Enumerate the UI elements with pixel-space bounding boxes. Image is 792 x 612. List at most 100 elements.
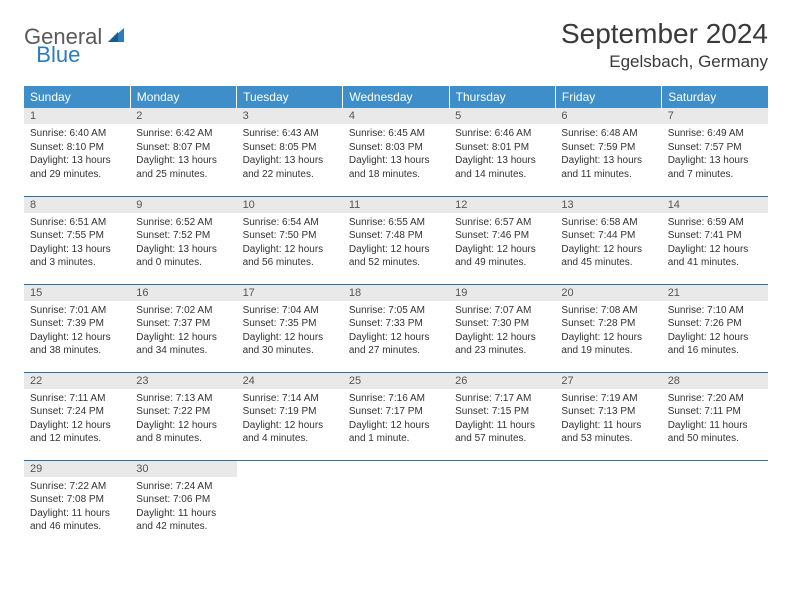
sunrise-line: Sunrise: 7:11 AM [30, 392, 124, 406]
calendar-cell: 19Sunrise: 7:07 AMSunset: 7:30 PMDayligh… [449, 284, 555, 372]
calendar-week-row: 22Sunrise: 7:11 AMSunset: 7:24 PMDayligh… [24, 372, 768, 460]
calendar-cell-empty [555, 460, 661, 548]
day-details: Sunrise: 6:52 AMSunset: 7:52 PMDaylight:… [130, 213, 236, 274]
calendar-cell-empty [662, 460, 768, 548]
header: General Blue September 2024 Egelsbach, G… [24, 18, 768, 72]
day-details: Sunrise: 6:42 AMSunset: 8:07 PMDaylight:… [130, 124, 236, 185]
daylight-line: Daylight: 12 hours and 56 minutes. [243, 243, 337, 270]
daylight-line: Daylight: 13 hours and 11 minutes. [561, 154, 655, 181]
calendar-cell: 30Sunrise: 7:24 AMSunset: 7:06 PMDayligh… [130, 460, 236, 548]
calendar-week-row: 15Sunrise: 7:01 AMSunset: 7:39 PMDayligh… [24, 284, 768, 372]
daylight-line: Daylight: 12 hours and 4 minutes. [243, 419, 337, 446]
calendar-cell-empty [343, 460, 449, 548]
daylight-line: Daylight: 12 hours and 52 minutes. [349, 243, 443, 270]
sunset-line: Sunset: 7:35 PM [243, 317, 337, 331]
calendar-table: Sunday Monday Tuesday Wednesday Thursday… [24, 86, 768, 548]
day-number: 26 [449, 373, 555, 389]
daylight-line: Daylight: 12 hours and 38 minutes. [30, 331, 124, 358]
sunset-line: Sunset: 7:52 PM [136, 229, 230, 243]
calendar-cell-empty [449, 460, 555, 548]
day-details: Sunrise: 7:10 AMSunset: 7:26 PMDaylight:… [662, 301, 768, 362]
calendar-cell: 8Sunrise: 6:51 AMSunset: 7:55 PMDaylight… [24, 196, 130, 284]
day-details: Sunrise: 7:19 AMSunset: 7:13 PMDaylight:… [555, 389, 661, 450]
calendar-cell: 25Sunrise: 7:16 AMSunset: 7:17 PMDayligh… [343, 372, 449, 460]
daylight-line: Daylight: 11 hours and 53 minutes. [561, 419, 655, 446]
day-header-row: Sunday Monday Tuesday Wednesday Thursday… [24, 86, 768, 108]
sunrise-line: Sunrise: 6:54 AM [243, 216, 337, 230]
calendar-cell: 27Sunrise: 7:19 AMSunset: 7:13 PMDayligh… [555, 372, 661, 460]
daylight-line: Daylight: 13 hours and 7 minutes. [668, 154, 762, 181]
day-details: Sunrise: 7:07 AMSunset: 7:30 PMDaylight:… [449, 301, 555, 362]
day-number: 21 [662, 285, 768, 301]
calendar-cell: 17Sunrise: 7:04 AMSunset: 7:35 PMDayligh… [237, 284, 343, 372]
daylight-line: Daylight: 11 hours and 57 minutes. [455, 419, 549, 446]
day-number: 5 [449, 108, 555, 124]
sunrise-line: Sunrise: 7:13 AM [136, 392, 230, 406]
day-number: 6 [555, 108, 661, 124]
day-number: 27 [555, 373, 661, 389]
sunrise-line: Sunrise: 7:16 AM [349, 392, 443, 406]
logo: General Blue [24, 18, 174, 50]
day-details: Sunrise: 6:51 AMSunset: 7:55 PMDaylight:… [24, 213, 130, 274]
calendar-cell: 13Sunrise: 6:58 AMSunset: 7:44 PMDayligh… [555, 196, 661, 284]
daylight-line: Daylight: 12 hours and 1 minute. [349, 419, 443, 446]
calendar-cell: 16Sunrise: 7:02 AMSunset: 7:37 PMDayligh… [130, 284, 236, 372]
sunrise-line: Sunrise: 6:59 AM [668, 216, 762, 230]
day-number: 11 [343, 197, 449, 213]
sunrise-line: Sunrise: 7:19 AM [561, 392, 655, 406]
sunset-line: Sunset: 7:33 PM [349, 317, 443, 331]
daylight-line: Daylight: 13 hours and 29 minutes. [30, 154, 124, 181]
calendar-cell: 5Sunrise: 6:46 AMSunset: 8:01 PMDaylight… [449, 108, 555, 196]
day-details: Sunrise: 7:13 AMSunset: 7:22 PMDaylight:… [130, 389, 236, 450]
sunrise-line: Sunrise: 6:51 AM [30, 216, 124, 230]
sunset-line: Sunset: 7:59 PM [561, 141, 655, 155]
sunrise-line: Sunrise: 7:02 AM [136, 304, 230, 318]
logo-sail-icon [106, 26, 126, 49]
day-details: Sunrise: 7:17 AMSunset: 7:15 PMDaylight:… [449, 389, 555, 450]
day-number: 22 [24, 373, 130, 389]
sunrise-line: Sunrise: 6:42 AM [136, 127, 230, 141]
sunset-line: Sunset: 7:11 PM [668, 405, 762, 419]
calendar-cell: 28Sunrise: 7:20 AMSunset: 7:11 PMDayligh… [662, 372, 768, 460]
day-number: 19 [449, 285, 555, 301]
day-number: 17 [237, 285, 343, 301]
day-header: Thursday [449, 86, 555, 108]
sunrise-line: Sunrise: 7:01 AM [30, 304, 124, 318]
sunrise-line: Sunrise: 7:22 AM [30, 480, 124, 494]
sunset-line: Sunset: 7:17 PM [349, 405, 443, 419]
sunset-line: Sunset: 8:03 PM [349, 141, 443, 155]
day-details: Sunrise: 6:43 AMSunset: 8:05 PMDaylight:… [237, 124, 343, 185]
calendar-cell: 7Sunrise: 6:49 AMSunset: 7:57 PMDaylight… [662, 108, 768, 196]
day-header: Friday [555, 86, 661, 108]
daylight-line: Daylight: 13 hours and 22 minutes. [243, 154, 337, 181]
sunset-line: Sunset: 7:08 PM [30, 493, 124, 507]
day-details: Sunrise: 7:04 AMSunset: 7:35 PMDaylight:… [237, 301, 343, 362]
day-details: Sunrise: 6:55 AMSunset: 7:48 PMDaylight:… [343, 213, 449, 274]
sunset-line: Sunset: 7:06 PM [136, 493, 230, 507]
calendar-week-row: 29Sunrise: 7:22 AMSunset: 7:08 PMDayligh… [24, 460, 768, 548]
calendar-cell: 2Sunrise: 6:42 AMSunset: 8:07 PMDaylight… [130, 108, 236, 196]
day-details: Sunrise: 7:14 AMSunset: 7:19 PMDaylight:… [237, 389, 343, 450]
sunset-line: Sunset: 7:44 PM [561, 229, 655, 243]
day-number: 9 [130, 197, 236, 213]
daylight-line: Daylight: 12 hours and 19 minutes. [561, 331, 655, 358]
daylight-line: Daylight: 12 hours and 12 minutes. [30, 419, 124, 446]
day-details: Sunrise: 7:20 AMSunset: 7:11 PMDaylight:… [662, 389, 768, 450]
day-details: Sunrise: 7:24 AMSunset: 7:06 PMDaylight:… [130, 477, 236, 538]
sunset-line: Sunset: 8:10 PM [30, 141, 124, 155]
sunset-line: Sunset: 7:48 PM [349, 229, 443, 243]
day-header: Monday [130, 86, 236, 108]
calendar-cell: 10Sunrise: 6:54 AMSunset: 7:50 PMDayligh… [237, 196, 343, 284]
day-details: Sunrise: 6:49 AMSunset: 7:57 PMDaylight:… [662, 124, 768, 185]
day-number: 28 [662, 373, 768, 389]
daylight-line: Daylight: 12 hours and 30 minutes. [243, 331, 337, 358]
day-number: 25 [343, 373, 449, 389]
day-header: Sunday [24, 86, 130, 108]
daylight-line: Daylight: 12 hours and 27 minutes. [349, 331, 443, 358]
calendar-week-row: 8Sunrise: 6:51 AMSunset: 7:55 PMDaylight… [24, 196, 768, 284]
day-details: Sunrise: 6:54 AMSunset: 7:50 PMDaylight:… [237, 213, 343, 274]
sunset-line: Sunset: 7:28 PM [561, 317, 655, 331]
day-details: Sunrise: 7:16 AMSunset: 7:17 PMDaylight:… [343, 389, 449, 450]
day-details: Sunrise: 6:48 AMSunset: 7:59 PMDaylight:… [555, 124, 661, 185]
calendar-cell: 12Sunrise: 6:57 AMSunset: 7:46 PMDayligh… [449, 196, 555, 284]
